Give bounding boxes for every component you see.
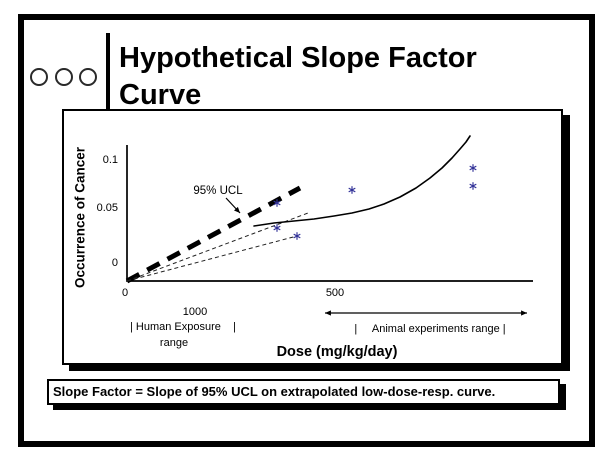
data-point-star bbox=[273, 200, 281, 206]
animal-range-arrow-head bbox=[521, 310, 527, 316]
y-tick-0.05: 0.05 bbox=[96, 202, 118, 214]
ucl-annotation-label: 95% UCL bbox=[193, 185, 243, 197]
animal-experiments-range-label: | Animal experiments range | bbox=[354, 323, 506, 335]
y-tick-0: 0 bbox=[111, 257, 118, 269]
x-axis-title: Dose (mg/kg/day) bbox=[276, 344, 398, 360]
x-tick-1000: 1000 bbox=[182, 306, 208, 318]
chart-panel: Occurrence of Cancer 0.1 0.05 0 95% UCL … bbox=[62, 109, 563, 365]
y-tick-0.1: 0.1 bbox=[102, 154, 118, 166]
ucl-annotation-arrow-head bbox=[234, 206, 240, 213]
human-exposure-range-label: | Human Exposure | bbox=[130, 321, 236, 333]
slide-title: Hypothetical Slope Factor Curve bbox=[119, 42, 477, 111]
data-point-star bbox=[348, 187, 356, 193]
x-tick-0: 0 bbox=[121, 287, 129, 299]
human-exposure-range-label-line2: range bbox=[159, 337, 189, 349]
data-point-star bbox=[273, 225, 281, 231]
decorative-circle-2 bbox=[55, 68, 73, 86]
axes-lines bbox=[126, 145, 533, 282]
animal-range-arrow-head bbox=[325, 310, 331, 316]
decorative-circle-3 bbox=[79, 68, 97, 86]
chart-plot bbox=[125, 135, 533, 316]
x-tick-500: 500 bbox=[325, 287, 345, 299]
ucl-dashed-line bbox=[125, 185, 302, 284]
data-point-star bbox=[469, 183, 477, 189]
data-point-star bbox=[469, 165, 477, 171]
data-point-star bbox=[293, 233, 301, 239]
decorative-circle-1 bbox=[30, 68, 48, 86]
extrapolated-dashed-line bbox=[126, 235, 298, 282]
title-accent-bar bbox=[106, 33, 110, 111]
slope-factor-note: Slope Factor = Slope of 95% UCL on extra… bbox=[47, 379, 560, 405]
slope-factor-note-text: Slope Factor = Slope of 95% UCL on extra… bbox=[53, 384, 496, 399]
dose-response-curve bbox=[253, 135, 471, 227]
extrapolated-dashed-line bbox=[126, 212, 309, 282]
